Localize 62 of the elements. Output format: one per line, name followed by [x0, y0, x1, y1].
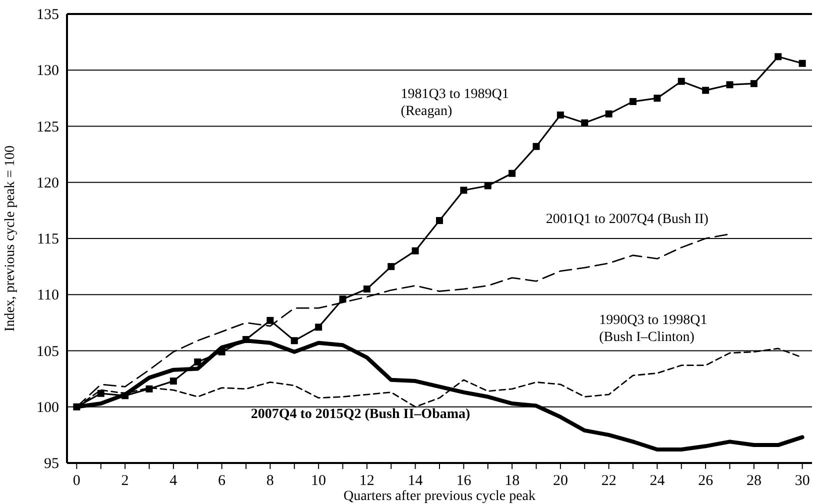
- y-tick-label: 115: [37, 232, 59, 248]
- point: [290, 337, 298, 344]
- y-tick-label: 95: [44, 456, 59, 472]
- point: [339, 296, 346, 303]
- point: [266, 316, 274, 324]
- point: [532, 142, 540, 150]
- point: [412, 247, 419, 254]
- y-tick-label: 100: [36, 400, 59, 416]
- point: [508, 170, 516, 177]
- point: [73, 403, 80, 410]
- x-tick-label: 20: [552, 473, 568, 489]
- point: [581, 119, 588, 126]
- point: [315, 324, 322, 331]
- x-tick-label: 2: [121, 473, 129, 489]
- y-tick-label: 105: [36, 344, 59, 360]
- x-tick-label: 6: [218, 473, 226, 489]
- series-label: 1990Q3 to 1998Q1 (Bush I–Clinton): [599, 312, 708, 345]
- point: [654, 94, 661, 102]
- point: [798, 60, 806, 67]
- y-tick-label: 120: [36, 175, 59, 192]
- point: [146, 385, 153, 392]
- point: [170, 378, 177, 385]
- x-tick-label: 22: [601, 473, 616, 489]
- y-axis-title: Index, previous cycle peak = 100: [3, 146, 18, 332]
- point: [97, 390, 104, 397]
- y-tick-label: 110: [37, 288, 59, 304]
- point: [605, 110, 612, 118]
- point: [460, 186, 468, 194]
- point: [702, 86, 710, 94]
- x-tick-label: 16: [456, 473, 472, 489]
- x-axis-title: Quarters after previous cycle peak: [343, 489, 536, 504]
- x-tick-label: 10: [311, 473, 326, 489]
- point: [388, 263, 395, 270]
- y-tick-label: 125: [36, 119, 59, 136]
- x-tick-label: 24: [650, 473, 666, 489]
- x-tick-label: 4: [170, 473, 178, 489]
- point: [678, 78, 685, 85]
- point: [436, 217, 443, 224]
- y-tick-label: 135: [36, 7, 59, 23]
- point: [194, 358, 202, 366]
- x-tick-label: 30: [794, 473, 810, 489]
- x-tick-label: 28: [746, 473, 762, 489]
- point: [484, 182, 492, 190]
- point: [218, 348, 226, 356]
- series-label: 2001Q1 to 2007Q4 (Bush II): [546, 212, 709, 227]
- point: [750, 80, 758, 88]
- x-tick-label: 12: [359, 473, 374, 489]
- x-tick-label: 0: [72, 473, 80, 489]
- point: [630, 98, 637, 106]
- x-tick-label: 14: [408, 473, 424, 489]
- y-tick-label: 130: [36, 63, 59, 80]
- text: 1981Q3 to 1989Q1 (Reagan): [400, 87, 509, 120]
- point: [726, 81, 734, 88]
- point: [242, 336, 250, 344]
- point: [774, 53, 782, 60]
- point: [556, 112, 564, 119]
- x-tick-label: 8: [266, 473, 274, 489]
- x-tick-label: 26: [698, 473, 714, 489]
- x-tick-label: 18: [504, 473, 520, 489]
- point: [122, 392, 129, 400]
- point: [363, 286, 370, 293]
- series-label: 2007Q4 to 2015Q2 (Bush II–Obama): [250, 407, 471, 422]
